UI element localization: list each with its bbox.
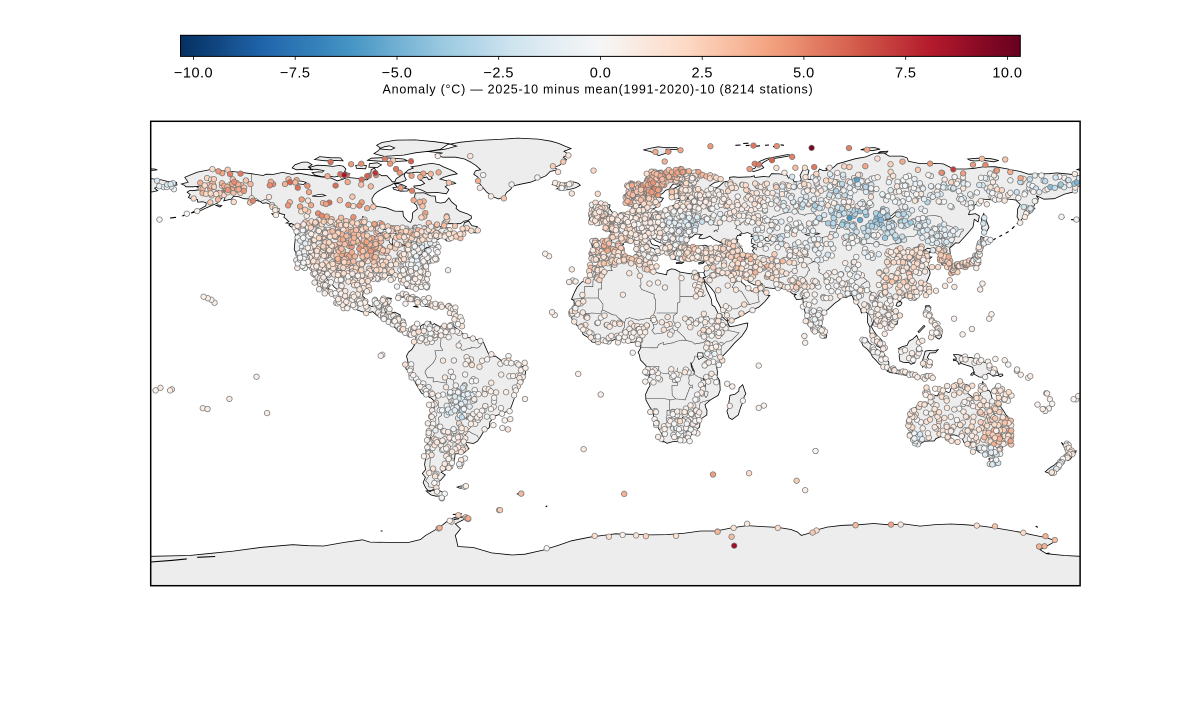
svg-text:−5.0: −5.0 <box>382 65 412 81</box>
svg-text:10.0: 10.0 <box>992 65 1022 81</box>
svg-text:−2.5: −2.5 <box>483 65 513 81</box>
svg-text:−10.0: −10.0 <box>174 65 213 81</box>
svg-text:Anomaly (°C) — 2025-10 minus m: Anomaly (°C) — 2025-10 minus mean(1991-2… <box>383 83 814 97</box>
svg-text:5.0: 5.0 <box>793 65 815 81</box>
svg-text:−7.5: −7.5 <box>280 65 310 81</box>
svg-text:0.0: 0.0 <box>590 65 612 81</box>
svg-text:7.5: 7.5 <box>895 65 917 81</box>
svg-text:2.5: 2.5 <box>691 65 713 81</box>
